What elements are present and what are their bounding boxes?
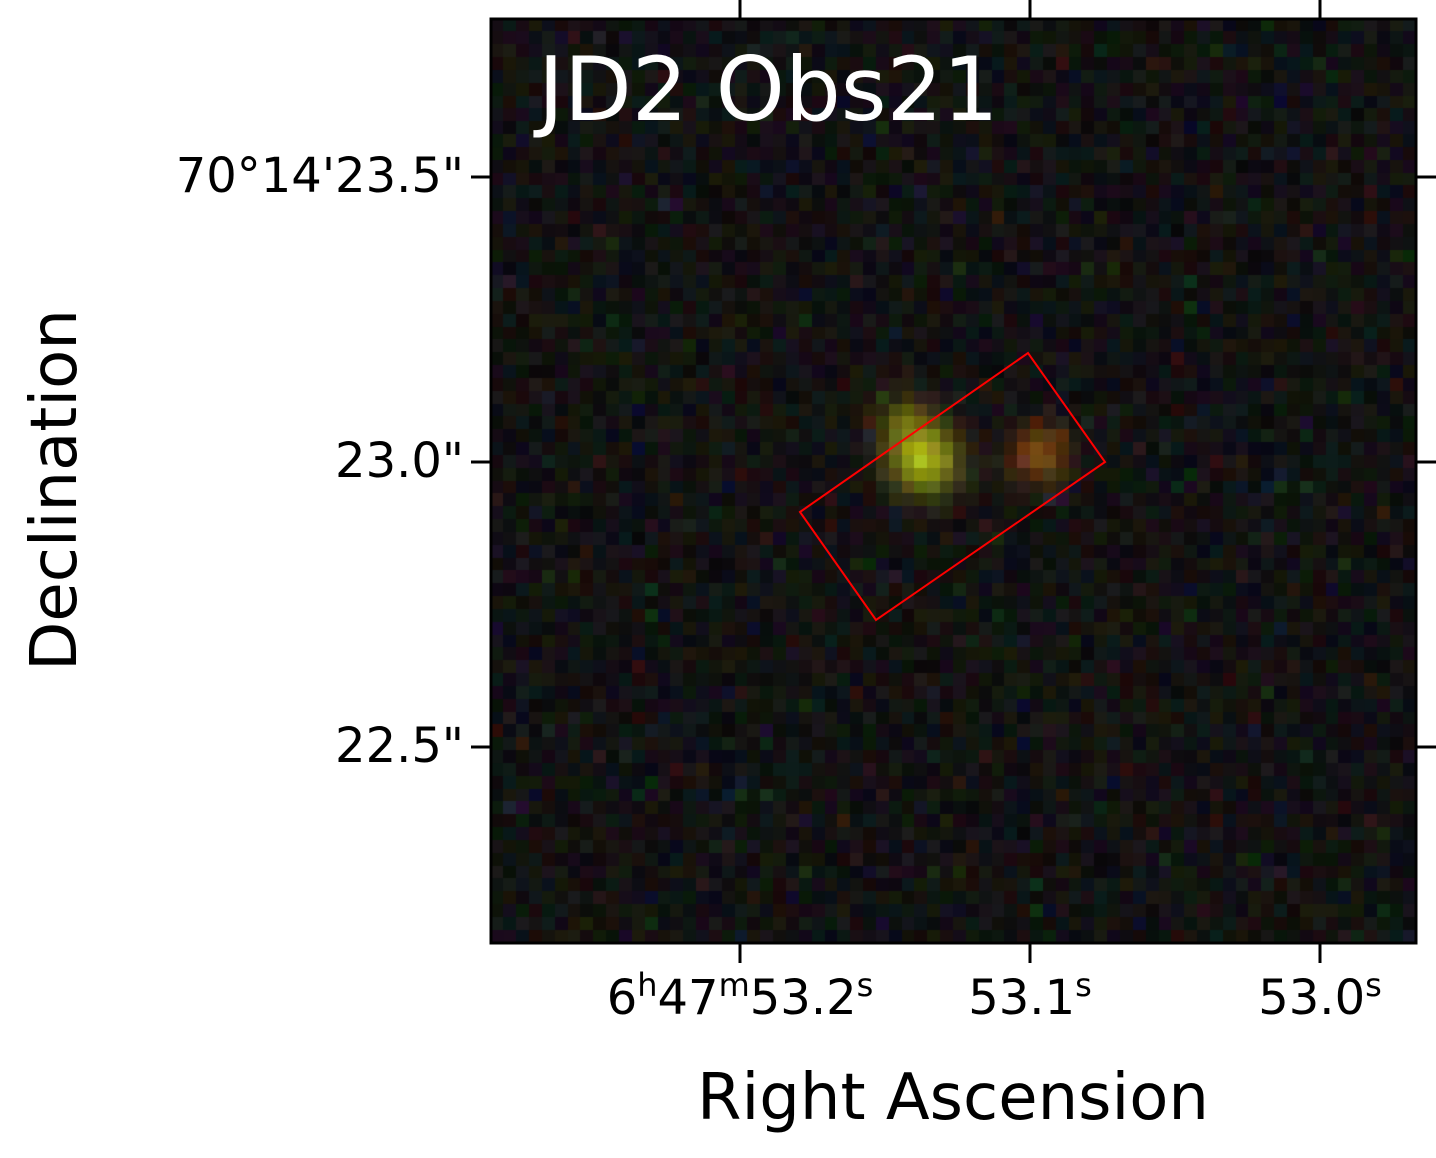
x-tick-label: 6h47m53.2s bbox=[606, 966, 874, 1026]
rgb-cutout-image bbox=[491, 19, 1416, 943]
y-tick-label: 23.0" bbox=[335, 433, 464, 489]
x-axis-title: Right Ascension bbox=[697, 1061, 1209, 1135]
slit-aperture bbox=[798, 351, 1107, 622]
image-panel bbox=[491, 19, 1416, 943]
y-tick-label: 70°14'23.5" bbox=[175, 148, 464, 204]
panel-label: JD2 Obs21 bbox=[538, 38, 999, 141]
axes-frame bbox=[489, 17, 1418, 945]
y-tick-label: 22.5" bbox=[335, 718, 464, 774]
x-tick-label: 53.1s bbox=[968, 966, 1092, 1026]
x-tick-label: 53.0s bbox=[1258, 966, 1382, 1026]
y-axis-title: Declination bbox=[18, 309, 92, 671]
